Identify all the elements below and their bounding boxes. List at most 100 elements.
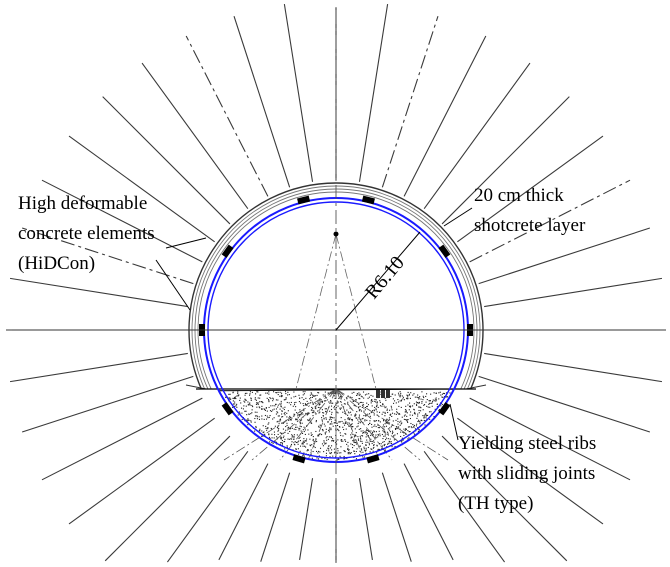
speckle xyxy=(259,397,261,399)
speckle xyxy=(248,419,250,421)
speckle xyxy=(355,443,358,445)
speckle xyxy=(368,396,371,398)
speckle xyxy=(302,440,304,442)
steel-ribs-leader xyxy=(449,403,459,441)
speckle xyxy=(265,407,267,409)
speckle xyxy=(378,430,380,432)
speckle xyxy=(354,434,356,436)
speckle xyxy=(408,431,410,433)
speckle xyxy=(341,420,343,423)
speckle xyxy=(371,442,373,445)
speckle xyxy=(326,439,328,441)
speckle xyxy=(435,400,437,402)
speckle xyxy=(228,397,230,399)
speckle xyxy=(311,393,313,395)
speckle xyxy=(354,441,356,444)
speckle xyxy=(399,391,401,393)
speckle xyxy=(449,392,451,394)
speckle xyxy=(346,443,348,445)
speckle xyxy=(397,399,399,401)
rock-bolt-line xyxy=(423,62,531,209)
hidcon-leader-2 xyxy=(155,259,191,311)
speckle xyxy=(330,445,333,447)
speckle xyxy=(359,393,361,395)
rock-bolt-line xyxy=(484,277,663,308)
speckle xyxy=(247,424,249,426)
speckle xyxy=(304,391,306,393)
rock-bolt-line xyxy=(68,135,215,243)
speckle xyxy=(370,430,372,432)
speckle xyxy=(397,401,400,403)
speckle xyxy=(331,423,333,425)
speckle xyxy=(306,400,308,402)
speckle xyxy=(407,396,409,398)
speckle xyxy=(255,403,258,405)
speckle xyxy=(321,457,323,459)
speckle xyxy=(301,422,303,424)
speckle xyxy=(355,432,357,434)
speckle xyxy=(315,403,317,405)
speckle xyxy=(297,453,300,455)
speckle xyxy=(291,423,293,425)
speckle xyxy=(239,397,241,399)
speckle xyxy=(441,396,443,398)
speckle xyxy=(367,441,369,443)
speckle xyxy=(286,424,288,426)
speckle xyxy=(299,397,301,399)
speckle xyxy=(310,421,312,423)
speckle xyxy=(365,430,367,432)
speckle xyxy=(359,440,361,442)
speckle xyxy=(328,419,330,421)
speckle xyxy=(371,399,373,401)
speckle xyxy=(299,421,301,424)
speckle xyxy=(269,414,271,417)
speckle xyxy=(331,440,333,442)
speckle xyxy=(306,404,308,406)
speckle xyxy=(383,444,385,446)
speckle xyxy=(359,405,361,407)
speckle xyxy=(409,431,411,433)
speckle xyxy=(247,401,249,403)
speckle xyxy=(302,403,304,405)
speckle xyxy=(317,458,320,460)
speckle xyxy=(280,405,282,407)
speckle xyxy=(432,399,434,401)
speckle xyxy=(379,405,382,407)
speckle xyxy=(268,400,270,402)
speckle xyxy=(398,413,400,415)
speckle xyxy=(426,405,428,407)
speckle xyxy=(413,393,415,395)
speckle xyxy=(303,441,305,443)
speckle xyxy=(370,402,372,404)
speckle xyxy=(276,441,278,444)
speckle xyxy=(362,391,365,393)
speckle xyxy=(438,392,440,394)
speckle xyxy=(273,391,275,393)
speckle xyxy=(285,398,287,400)
speckle xyxy=(317,452,319,454)
speckle xyxy=(403,418,405,420)
speckle xyxy=(243,405,245,407)
speckle xyxy=(351,420,353,422)
speckle xyxy=(373,444,375,446)
speckle xyxy=(418,401,420,403)
speckle xyxy=(285,397,287,399)
speckle xyxy=(257,397,259,399)
speckle xyxy=(355,399,357,401)
speckle xyxy=(254,411,256,413)
speckle xyxy=(298,394,300,396)
speckle xyxy=(377,427,379,429)
speckle xyxy=(383,419,385,421)
speckle xyxy=(285,429,287,431)
rock-bolt-line xyxy=(441,96,570,225)
speckle xyxy=(343,458,345,460)
speckle xyxy=(407,398,409,400)
speckle xyxy=(334,397,336,399)
speckle xyxy=(383,441,385,443)
speckle xyxy=(362,402,364,404)
speckle xyxy=(307,429,309,431)
speckle xyxy=(378,443,380,445)
speckle xyxy=(312,439,314,441)
speckle xyxy=(370,400,372,402)
